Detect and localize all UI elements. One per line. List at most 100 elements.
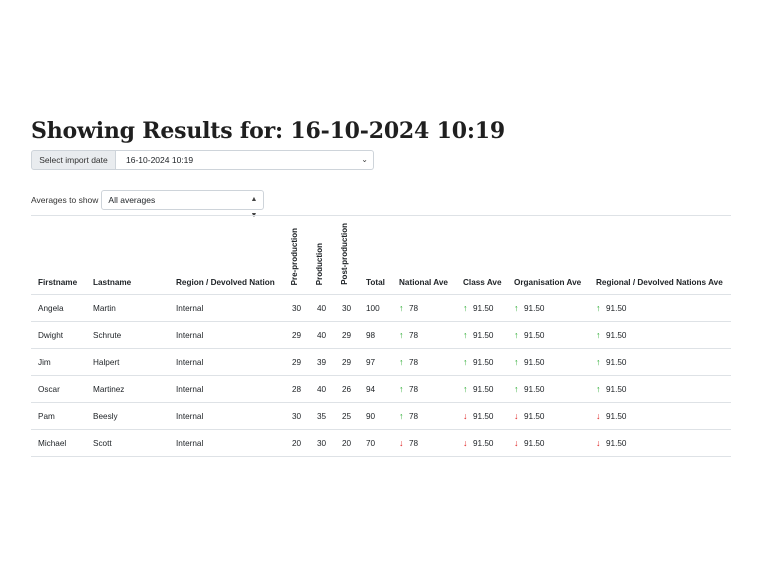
divider xyxy=(31,215,731,216)
averages-select[interactable]: All averages ▲ ▼ xyxy=(101,190,265,219)
arrow-up-icon: ↑ xyxy=(514,383,519,394)
production-cell: 40 xyxy=(310,294,335,322)
average-value: 91.50 xyxy=(524,303,545,313)
header-region[interactable]: Region / Devolved Nation xyxy=(169,218,285,295)
national-ave-cell: ↓ 78 xyxy=(392,429,456,457)
arrow-down-icon: ↓ xyxy=(514,410,519,421)
post-production-cell: 29 xyxy=(335,321,359,349)
arrow-down-icon: ↓ xyxy=(463,410,468,421)
arrow-up-icon: ↑ xyxy=(514,329,519,340)
arrow-up-icon: ↑ xyxy=(399,383,404,394)
arrow-up-icon: ↑ xyxy=(514,356,519,367)
class-ave-cell: ↑ 91.50 xyxy=(456,375,507,403)
table-header-row: Firstname Lastname Region / Devolved Nat… xyxy=(31,218,731,295)
results-table: Firstname Lastname Region / Devolved Nat… xyxy=(31,218,731,457)
average-value: 91.50 xyxy=(524,384,545,394)
header-national-ave[interactable]: National Ave xyxy=(392,218,456,295)
firstname-cell: Angela xyxy=(31,294,86,322)
pre-production-cell: 29 xyxy=(285,321,310,349)
regional-ave-cell: ↑ 91.50 xyxy=(589,294,731,322)
arrow-up-icon: ↑ xyxy=(399,356,404,367)
firstname-cell: Dwight xyxy=(31,321,86,349)
average-value: 91.50 xyxy=(606,384,627,394)
average-value: 91.50 xyxy=(606,330,627,340)
class-ave-cell: ↑ 91.50 xyxy=(456,294,507,322)
total-cell: 94 xyxy=(359,375,392,403)
production-cell: 40 xyxy=(310,321,335,349)
header-post-production[interactable]: Post-production xyxy=(335,218,359,295)
arrow-up-icon: ↑ xyxy=(596,329,601,340)
lastname-cell: Martin xyxy=(86,294,169,322)
table-row: Oscar Martinez Internal 28 40 26 94 ↑ 78 ↑ 91.50 ↑ 9… xyxy=(31,375,731,403)
average-value: 91.50 xyxy=(524,411,545,421)
header-lastname[interactable]: Lastname xyxy=(86,218,169,295)
pre-production-cell: 20 xyxy=(285,429,310,457)
national-ave-cell: ↑ 78 xyxy=(392,348,456,376)
header-class-ave[interactable]: Class Ave xyxy=(456,218,507,295)
class-ave-cell: ↓ 91.50 xyxy=(456,402,507,430)
post-production-cell: 29 xyxy=(335,348,359,376)
header-firstname[interactable]: Firstname xyxy=(31,218,86,295)
arrow-up-icon: ↑ xyxy=(399,329,404,340)
lastname-cell: Beesly xyxy=(86,402,169,430)
arrow-up-icon: ↑ xyxy=(463,383,468,394)
arrow-up-icon: ↑ xyxy=(463,302,468,313)
region-cell: Internal xyxy=(169,402,285,430)
chevron-down-icon: ⌄ xyxy=(361,155,368,164)
table-row: Michael Scott Internal 20 30 20 70 ↓ 78 ↓ 91.50 ↓ 91… xyxy=(31,429,731,457)
header-production-label: Production xyxy=(315,242,324,285)
post-production-cell: 26 xyxy=(335,375,359,403)
production-cell: 35 xyxy=(310,402,335,430)
header-pre-production[interactable]: Pre-production xyxy=(285,218,310,295)
average-value: 91.50 xyxy=(473,330,494,340)
arrow-up-icon: ↑ xyxy=(596,383,601,394)
header-regional-ave[interactable]: Regional / Devolved Nations Ave xyxy=(589,218,731,295)
post-production-cell: 25 xyxy=(335,402,359,430)
firstname-cell: Oscar xyxy=(31,375,86,403)
national-ave-cell: ↑ 78 xyxy=(392,321,456,349)
average-value: 91.50 xyxy=(473,384,494,394)
arrow-up-icon: ↑ xyxy=(596,302,601,313)
average-value: 78 xyxy=(409,330,419,340)
regional-ave-cell: ↓ 91.50 xyxy=(589,402,731,430)
average-value: 78 xyxy=(409,438,419,448)
average-value: 91.50 xyxy=(606,303,627,313)
average-value: 78 xyxy=(409,411,419,421)
pre-production-cell: 30 xyxy=(285,294,310,322)
national-ave-cell: ↑ 78 xyxy=(392,375,456,403)
average-value: 91.50 xyxy=(524,438,545,448)
average-value: 78 xyxy=(409,303,419,313)
production-cell: 40 xyxy=(310,375,335,403)
arrow-up-icon: ↑ xyxy=(514,302,519,313)
averages-value: All averages xyxy=(108,195,156,205)
average-value: 78 xyxy=(409,384,419,394)
arrow-up-icon: ↑ xyxy=(399,302,404,313)
pre-production-cell: 28 xyxy=(285,375,310,403)
organisation-ave-cell: ↑ 91.50 xyxy=(507,348,589,376)
post-production-cell: 30 xyxy=(335,294,359,322)
pre-production-cell: 30 xyxy=(285,402,310,430)
averages-group: Averages to show All averages ▲ ▼ xyxy=(31,190,265,219)
arrow-up-icon: ↑ xyxy=(463,356,468,367)
average-value: 91.50 xyxy=(606,438,627,448)
arrow-up-icon: ↑ xyxy=(399,410,404,421)
import-date-value: 16-10-2024 10:19 xyxy=(126,155,194,165)
regional-ave-cell: ↓ 91.50 xyxy=(589,429,731,457)
header-organisation-ave[interactable]: Organisation Ave xyxy=(507,218,589,295)
lastname-cell: Schrute xyxy=(86,321,169,349)
average-value: 91.50 xyxy=(473,438,494,448)
import-date-label: Select import date xyxy=(31,150,116,170)
import-date-select[interactable]: 16-10-2024 10:19 ⌄ xyxy=(116,150,374,170)
organisation-ave-cell: ↓ 91.50 xyxy=(507,402,589,430)
page-title: Showing Results for: 16-10-2024 10:19 xyxy=(31,118,505,144)
header-pre-production-label: Pre-production xyxy=(290,227,299,285)
region-cell: Internal xyxy=(169,294,285,322)
header-total[interactable]: Total xyxy=(359,218,392,295)
average-value: 91.50 xyxy=(606,357,627,367)
average-value: 91.50 xyxy=(524,330,545,340)
total-cell: 100 xyxy=(359,294,392,322)
table-row: Angela Martin Internal 30 40 30 100 ↑ 78 ↑ 91.50 ↑ 9… xyxy=(31,294,731,322)
header-production[interactable]: Production xyxy=(310,218,335,295)
arrow-down-icon: ↓ xyxy=(463,437,468,448)
average-value: 78 xyxy=(409,357,419,367)
